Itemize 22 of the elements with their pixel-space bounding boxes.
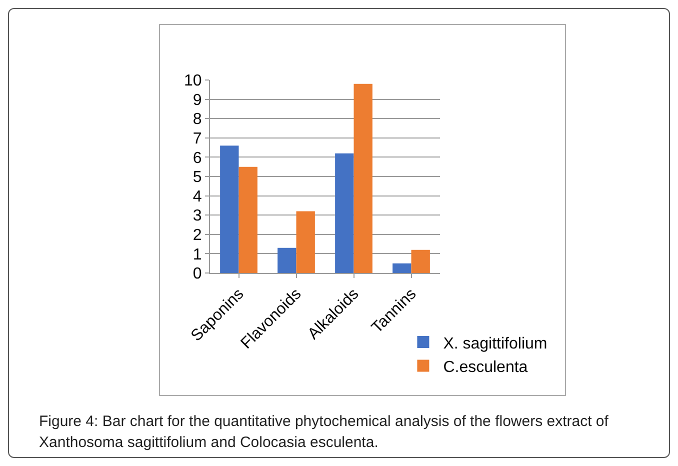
bar: [354, 84, 372, 273]
y-tick-label: 0: [192, 266, 202, 283]
y-tick-label: 3: [192, 208, 202, 225]
y-tick-label: 8: [192, 111, 202, 128]
y-tick-label: 4: [192, 188, 202, 206]
bar: [392, 263, 412, 273]
caption: Figure 4: Bar chart for the quantitative phytochemical analysis of the flowers extract of Xanthosoma sagittifolium and Colocasia esculenta.: [39, 412, 610, 453]
bar: [296, 211, 315, 273]
bar: [278, 248, 296, 273]
bar: [411, 250, 430, 273]
bar: [335, 153, 354, 273]
y-tick-label: 2: [192, 227, 202, 244]
bar: [238, 166, 258, 273]
y-tick-label: 1: [192, 246, 202, 264]
y-tick-label: 6: [192, 150, 202, 167]
legend-label: X. sagittifolium: [443, 335, 548, 352]
bar: [220, 146, 239, 273]
y-tick-label: 9: [192, 92, 202, 109]
legend-label: C.esculenta: [443, 359, 528, 376]
y-tick-label: 10: [184, 72, 202, 90]
y-tick-label: 5: [192, 169, 202, 186]
y-tick-label: 7: [192, 130, 202, 148]
